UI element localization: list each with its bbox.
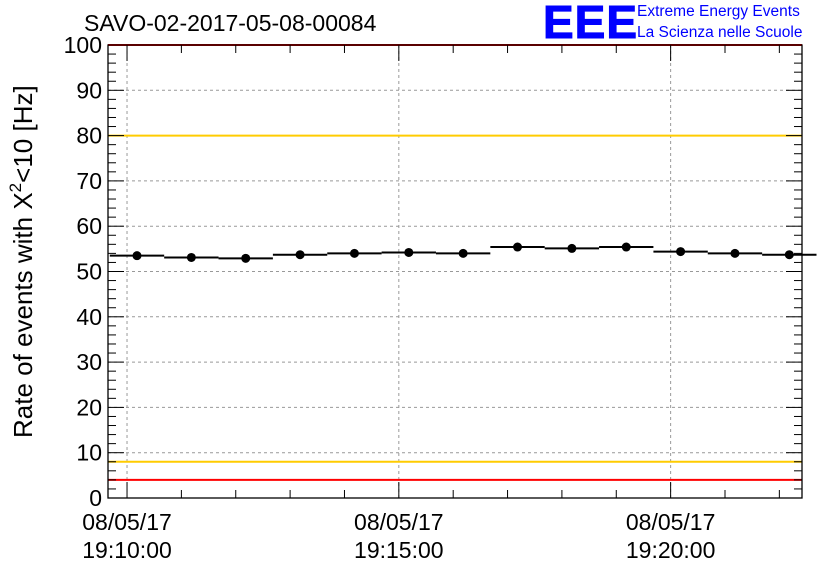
x-tick-date-label: 08/05/17 bbox=[626, 509, 716, 535]
data-series bbox=[109, 242, 817, 263]
data-point bbox=[132, 251, 142, 261]
x-tick-date-label: 08/05/17 bbox=[82, 509, 172, 535]
x-tick-time-label: 19:15:00 bbox=[354, 537, 444, 563]
logo-line-2: La Scienza nelle Scuole bbox=[637, 24, 803, 41]
y-axis-label-superscript: 2 bbox=[6, 183, 25, 192]
data-point bbox=[730, 248, 740, 258]
y-tick-label: 60 bbox=[76, 213, 102, 239]
data-point bbox=[513, 242, 523, 252]
logo-mark: EEE bbox=[542, 0, 639, 49]
data-point bbox=[241, 253, 251, 263]
y-axis-label-tail: <10 [Hz] bbox=[8, 85, 38, 183]
y-tick-label: 20 bbox=[76, 394, 102, 420]
y-tick-label: 100 bbox=[64, 32, 102, 58]
data-point bbox=[404, 247, 414, 257]
y-tick-label: 40 bbox=[76, 304, 102, 330]
data-point bbox=[186, 252, 196, 262]
x-tick-time-label: 19:10:00 bbox=[82, 537, 172, 563]
chart-title: SAVO-02-2017-05-08-00084 bbox=[84, 10, 377, 36]
y-axis-label-text: Rate of events with X bbox=[8, 192, 38, 438]
data-point bbox=[784, 250, 794, 260]
data-point bbox=[349, 248, 359, 258]
y-tick-label: 30 bbox=[76, 349, 102, 375]
x-tick-time-label: 19:20:00 bbox=[626, 537, 716, 563]
y-tick-label: 10 bbox=[76, 440, 102, 466]
y-tick-label: 80 bbox=[76, 123, 102, 149]
logo-line-1: Extreme Energy Events bbox=[637, 3, 800, 20]
data-point bbox=[295, 250, 305, 260]
y-tick-label: 90 bbox=[76, 77, 102, 103]
eee-logo: EEE Extreme Energy Events La Scienza nel… bbox=[542, 0, 833, 49]
data-point bbox=[621, 242, 631, 252]
data-point bbox=[676, 247, 686, 257]
y-tick-label: 70 bbox=[76, 168, 102, 194]
axes bbox=[107, 44, 803, 499]
x-tick-date-label: 08/05/17 bbox=[354, 509, 444, 535]
reference-lines bbox=[108, 44, 802, 481]
y-axis-label: Rate of events with X2<10 [Hz] bbox=[6, 85, 38, 438]
y-tick-label: 0 bbox=[89, 485, 102, 511]
data-point bbox=[458, 248, 468, 258]
grid-layer bbox=[108, 45, 802, 498]
axis-labels: Rate of events with X2<10 [Hz] 0 10 20 30 40… bbox=[6, 32, 715, 563]
y-tick-label: 50 bbox=[76, 259, 102, 285]
data-point bbox=[567, 243, 577, 253]
